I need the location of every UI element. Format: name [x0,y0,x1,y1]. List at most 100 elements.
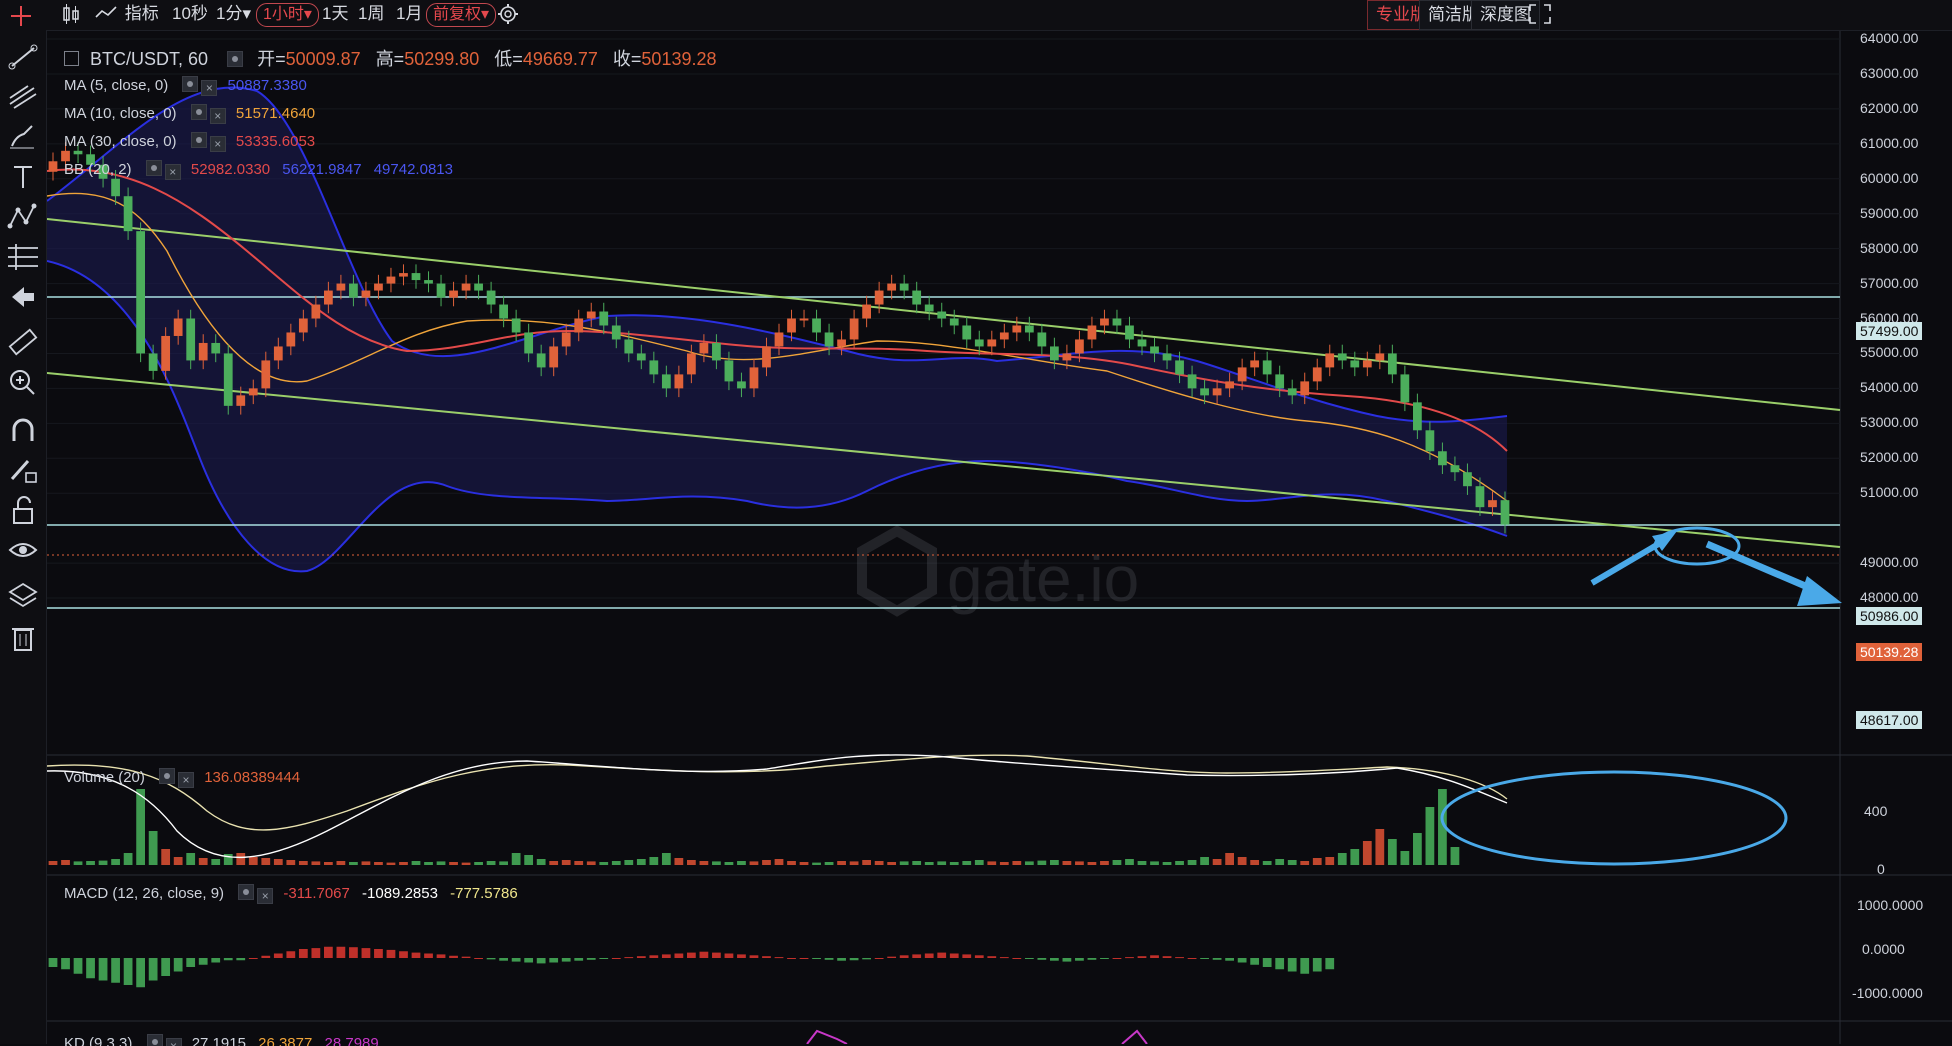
candle-body[interactable] [386,276,396,284]
candle-body[interactable] [286,332,296,347]
candle-body[interactable] [1212,388,1222,396]
candle-body[interactable] [1137,339,1147,347]
close-icon[interactable]: × [164,164,181,180]
candle-body[interactable] [111,178,120,197]
candle-body[interactable] [1275,374,1285,389]
candle-body[interactable] [86,154,95,165]
candle-body[interactable] [661,374,671,389]
candle-body[interactable] [699,342,709,354]
candle-body[interactable] [536,353,546,368]
interval-1d[interactable]: 1天 [322,4,349,23]
close-icon[interactable]: × [209,136,226,152]
close-icon[interactable]: × [209,108,226,124]
candle-body[interactable] [1362,360,1372,368]
candle-body[interactable] [61,150,70,162]
candle-body[interactable] [461,283,471,291]
candle-body[interactable] [787,318,796,333]
candle-body[interactable] [1250,360,1260,368]
candle-body[interactable] [136,231,146,354]
candle-body[interactable] [1187,374,1197,389]
candle-body[interactable] [1237,367,1247,382]
candle-body[interactable] [449,290,458,298]
candle-body[interactable] [198,342,208,361]
lock-draw-icon[interactable] [4,453,42,487]
candle-body[interactable] [837,339,846,347]
candle-body[interactable] [474,283,483,291]
candle-body[interactable] [1112,318,1122,326]
candle-body[interactable] [349,283,358,298]
candle-body[interactable] [636,353,646,361]
gear-icon[interactable] [190,132,207,148]
interval-10s[interactable]: 10秒 [172,4,208,23]
candle-body[interactable] [686,353,696,375]
candle-body[interactable] [73,150,83,155]
candle-body[interactable] [799,318,809,321]
candle-body[interactable] [1300,381,1310,396]
candle-body[interactable] [1350,360,1360,368]
trash-icon[interactable] [4,620,42,654]
candle-body[interactable] [148,353,158,371]
candle-body[interactable] [1062,353,1072,361]
candle-body[interactable] [186,318,196,361]
candle-body[interactable] [1412,402,1422,431]
gear-icon[interactable] [238,884,255,900]
channel-lower-line[interactable] [47,372,1841,548]
brush-icon[interactable] [4,120,42,154]
candle-body[interactable] [586,311,596,319]
candle-body[interactable] [311,304,321,319]
candle-body[interactable] [1387,353,1397,375]
candle-body[interactable] [486,290,496,305]
candle-body[interactable] [374,283,383,291]
candle-body[interactable] [937,311,947,319]
candle-body[interactable] [724,360,734,382]
magnet-icon[interactable] [4,413,42,447]
annotation-arrow-down[interactable] [1705,540,1819,595]
candle-body[interactable] [411,273,421,281]
ruler-icon[interactable] [4,325,42,359]
candlestick-icon[interactable] [58,3,84,25]
candle-body[interactable] [1049,346,1059,361]
adjust-dropdown[interactable]: 前复权▾ [426,3,497,27]
text-icon[interactable] [4,160,42,194]
fullscreen-icon[interactable] [1528,3,1552,25]
gear-icon[interactable] [190,104,207,120]
candle-body[interactable] [1162,353,1172,361]
candle-body[interactable] [236,395,246,406]
crosshair-menu-icon[interactable] [6,3,36,26]
gear-icon[interactable] [146,1034,163,1046]
candle-body[interactable] [424,280,433,284]
interval-1m[interactable]: 1分▾ [216,4,251,23]
candle-body[interactable] [574,318,584,333]
gear-icon[interactable] [159,768,176,784]
candle-body[interactable] [949,318,959,326]
candle-body[interactable] [762,346,771,368]
candle-body[interactable] [323,290,333,305]
close-icon[interactable]: × [201,80,218,96]
trendline-icon[interactable] [4,40,42,74]
candle-body[interactable] [824,332,834,347]
candle-body[interactable] [1500,500,1510,525]
candle-body[interactable] [649,360,659,375]
candle-body[interactable] [336,283,346,291]
candle-body[interactable] [524,332,534,354]
candle-body[interactable] [248,388,258,396]
candle-body[interactable] [1150,346,1159,354]
candle-body[interactable] [1337,353,1347,361]
fib-icon[interactable] [4,80,42,114]
candle-body[interactable] [499,304,509,319]
candle-body[interactable] [849,318,859,340]
candle-body[interactable] [737,381,746,389]
candle-body[interactable] [674,374,684,389]
candle-body[interactable] [1200,388,1209,396]
candle-body[interactable] [48,161,58,172]
candle-body[interactable] [912,290,922,305]
unlock-icon[interactable] [4,493,42,527]
candle-body[interactable] [1262,360,1272,375]
collapse-icon[interactable] [64,51,79,66]
candle-body[interactable] [1325,353,1335,368]
candle-body[interactable] [962,325,972,340]
candle-body[interactable] [223,353,233,406]
layers-icon[interactable] [4,578,42,612]
candle-body[interactable] [1287,388,1297,396]
candle-body[interactable] [974,339,984,347]
